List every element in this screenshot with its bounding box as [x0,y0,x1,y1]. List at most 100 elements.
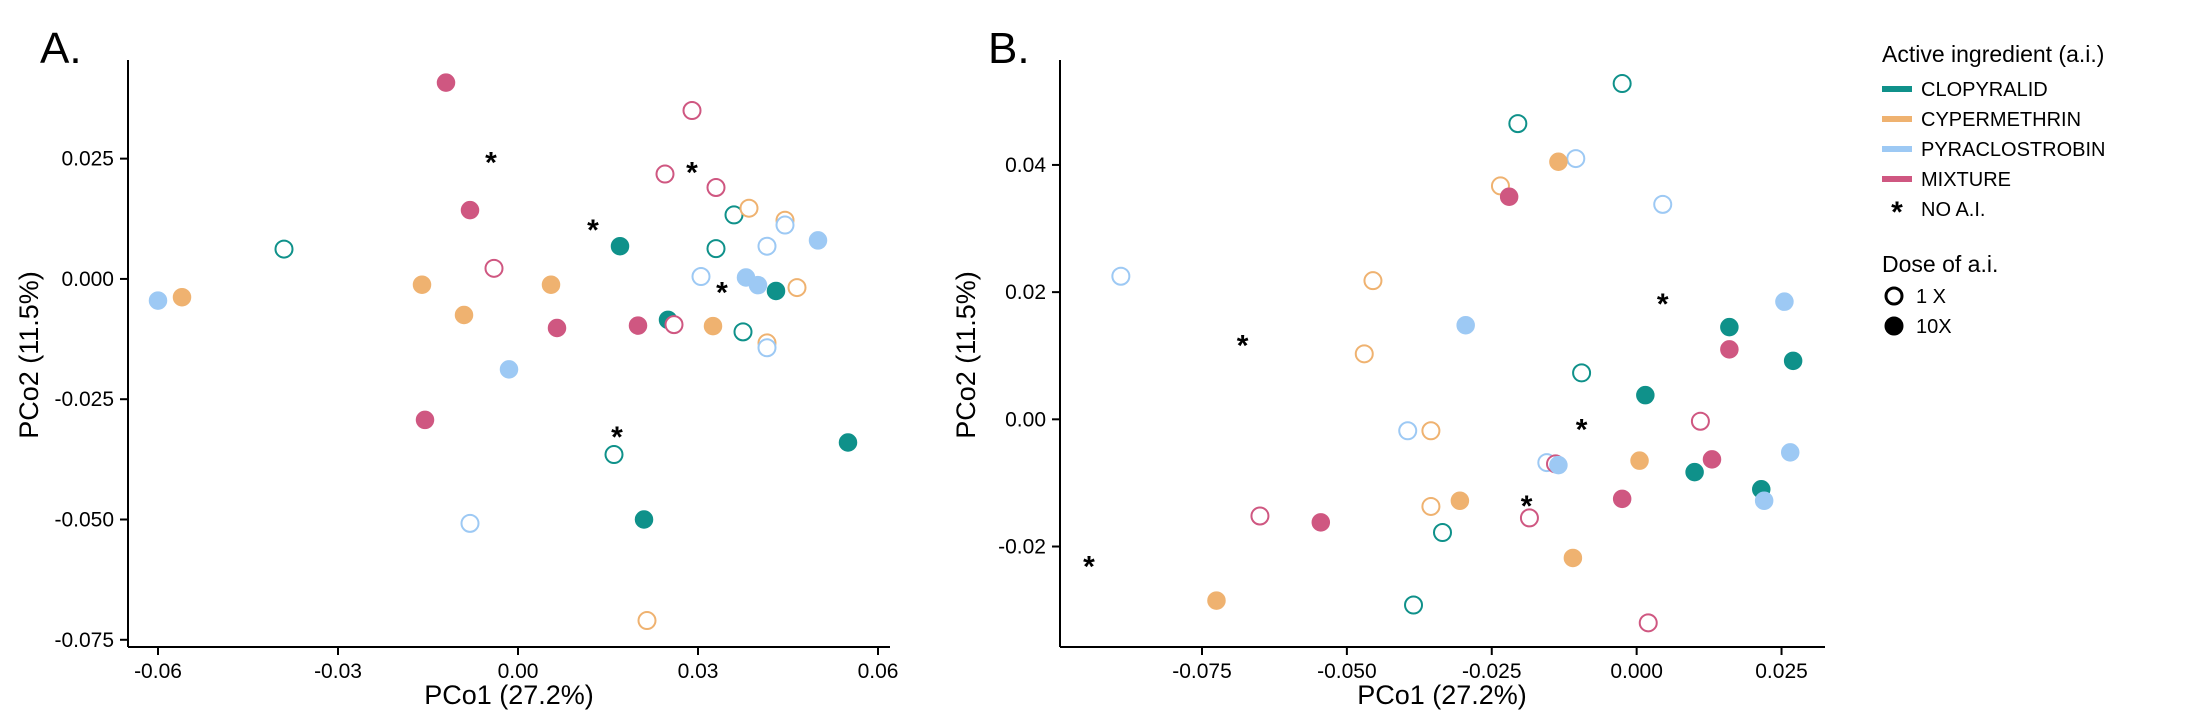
legend-dose-label-10x: 10X [1916,316,1952,338]
data-point-pyraclostrobin-10x [1549,455,1568,475]
data-point-cypermethrin-10x [412,275,432,294]
data-point-pyraclostrobin-10x [1780,443,1800,462]
y-tick-label: 0.02 [1005,281,1046,304]
data-point-mixture-10x [1720,340,1739,359]
legend-swatch-pyraclostrobin [1882,146,1912,152]
data-point-pyraclostrobin-1x [757,236,777,256]
x-tick-label: -0.050 [1317,660,1377,683]
data-point-mixture-10x [628,316,648,335]
data-point-no-ai: * [1521,490,1533,523]
data-point-mixture-10x [547,318,567,338]
panel-a-marks: * * * * * [148,73,858,631]
panel-b-marks: * * * * * [1083,74,1803,633]
data-point-cypermethrin-1x [1363,271,1383,291]
data-point-pyraclostrobin-10x [808,231,828,250]
legend-dose-symbol-1x [1884,286,1904,306]
data-point-cypermethrin-10x [172,287,192,307]
y-tick-label: -0.050 [54,508,114,531]
legend-label-clopyralid: CLOPYRALID [1921,79,2048,101]
y-tick-label: -0.075 [54,629,114,652]
data-point-pyraclostrobin-1x [1111,266,1131,286]
legend-ai-title: Active ingredient (a.i.) [1882,41,2104,67]
x-tick-label: 0.000 [1610,660,1663,683]
data-point-cypermethrin-1x [1421,421,1441,441]
legend-no-ai-symbol: * [1891,196,1903,229]
data-point-clopyralid-1x [1572,363,1592,383]
data-point-clopyralid-10x [610,236,630,256]
data-point-pyraclostrobin-10x [148,291,168,310]
data-point-pyraclostrobin-1x [1398,421,1418,441]
data-point-clopyralid-10x [1685,462,1704,482]
panel-a-y-label: PCo2 (11.5%) [14,271,44,439]
data-point-clopyralid-1x [733,322,753,342]
data-point-mixture-1x [655,164,675,184]
legend-swatch-mixture [1882,176,1912,182]
legend-label-pyraclostrobin: PYRACLOSTROBIN [1921,139,2105,161]
legend-swatch-cypermethrin [1882,116,1912,122]
data-point-cypermethrin-10x [1563,548,1583,568]
data-point-mixture-10x [436,73,456,92]
panel-a-letter: A. [40,24,82,73]
data-point-cypermethrin-10x [703,316,723,336]
x-tick-label: 0.03 [678,660,719,683]
data-point-mixture-1x [664,315,684,335]
data-point-mixture-1x [484,258,504,278]
data-point-clopyralid-1x [604,445,624,465]
data-point-cypermethrin-10x [1549,152,1568,172]
x-tick-label: -0.06 [134,660,182,683]
data-point-cypermethrin-10x [1450,491,1470,510]
x-tick-label: -0.03 [314,660,362,683]
data-point-mixture-1x [1638,613,1658,633]
data-point-cypermethrin-1x [1421,496,1441,516]
data-point-cypermethrin-1x [637,611,657,631]
y-tick-label: 0.00 [1005,408,1046,431]
panel-a-x-label: PCo1 (27.2%) [424,680,594,710]
data-point-pyraclostrobin-1x [1566,149,1586,169]
data-point-clopyralid-1x [274,239,294,259]
data-point-mixture-1x [1519,508,1539,528]
data-point-mixture-1x [1690,411,1710,431]
data-point-cypermethrin-10x [454,305,474,325]
data-point-pyraclostrobin-1x [1653,194,1673,214]
panel-a: A. -0.06 -0.03 0.00 0.03 0.06 0.025 0.000 -0.02… [14,24,898,710]
data-point-clopyralid-1x [706,239,726,259]
legend-swatch-clopyralid [1882,86,1912,92]
data-point-pyraclostrobin-10x [748,275,768,295]
data-point-no-ai: * [1576,414,1588,447]
panel-b: B. -0.075 -0.050 -0.025 0.000 0.025 0.04 0.02 0… [951,24,1825,710]
data-point-clopyralid-10x [766,281,786,301]
data-point-pyraclostrobin-10x [499,360,519,379]
data-point-mixture-1x [1250,506,1270,526]
y-tick-label: -0.025 [54,388,114,411]
legend-dose-title: Dose of a.i. [1882,251,1998,277]
data-point-clopyralid-1x [1404,595,1424,615]
data-point-pyraclostrobin-10x [1754,491,1774,510]
y-tick-label: -0.02 [998,536,1046,559]
data-point-clopyralid-10x [1783,351,1803,371]
data-point-clopyralid-1x [1433,523,1452,543]
data-point-no-ai: * [485,147,497,180]
data-point-cypermethrin-1x [1354,344,1374,364]
data-point-mixture-10x [460,200,480,220]
legend-label-mixture: MIXTURE [1921,169,2011,191]
x-tick-label: 0.06 [858,660,899,683]
data-point-no-ai: * [1657,288,1669,321]
legend: Active ingredient (a.i.) CLOPYRALID CYPER… [1882,41,2105,338]
legend-dose-symbol-10x [1884,316,1904,336]
panel-b-x-label: PCo1 (27.2%) [1357,680,1527,710]
data-point-cypermethrin-1x [739,198,759,218]
data-point-mixture-10x [1311,513,1331,532]
data-point-mixture-10x [1612,489,1632,509]
data-point-cypermethrin-10x [1630,451,1649,470]
x-tick-label: -0.075 [1172,660,1232,683]
panel-b-letter: B. [988,24,1030,73]
data-point-pyraclostrobin-10x [1775,292,1794,311]
data-point-pyraclostrobin-1x [460,513,480,533]
x-tick-label: -0.025 [1462,660,1522,683]
data-point-no-ai: * [611,421,623,454]
data-point-no-ai: * [587,214,599,247]
data-point-cypermethrin-1x [787,278,807,298]
data-point-no-ai: * [1083,550,1095,583]
data-point-clopyralid-10x [1636,385,1655,405]
data-point-cypermethrin-10x [541,275,561,294]
